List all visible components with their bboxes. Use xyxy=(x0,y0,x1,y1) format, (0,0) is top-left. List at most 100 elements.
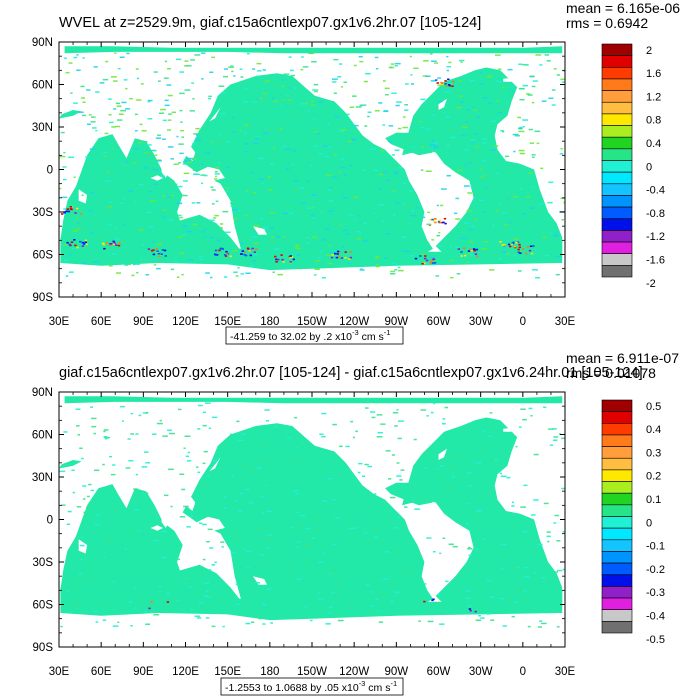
field-cell xyxy=(426,262,432,264)
field-cell xyxy=(240,76,244,78)
extreme-cell xyxy=(425,259,429,262)
field-cell xyxy=(96,514,101,516)
field-cell xyxy=(312,145,319,147)
extreme-cell xyxy=(441,83,444,85)
field-cell xyxy=(263,99,267,102)
field-cell xyxy=(119,571,125,573)
field-cell xyxy=(240,540,245,543)
field-cell xyxy=(513,601,519,603)
extreme-cell xyxy=(429,262,432,264)
field-cell xyxy=(449,259,454,262)
field-cell xyxy=(133,263,136,266)
field-cell xyxy=(63,431,68,433)
field-cell xyxy=(373,529,378,531)
field-cell xyxy=(392,262,397,264)
field-cell xyxy=(78,577,83,580)
field-cell xyxy=(283,73,290,75)
field-cell xyxy=(72,578,76,581)
field-cell xyxy=(242,548,246,550)
field-cell xyxy=(401,202,405,205)
field-cell xyxy=(283,236,286,238)
field-cell xyxy=(304,102,308,105)
field-cell xyxy=(361,475,365,477)
field-cell xyxy=(482,538,487,540)
field-cell xyxy=(433,145,439,148)
field-cell xyxy=(424,467,428,469)
field-cell xyxy=(487,435,493,438)
field-cell xyxy=(423,583,427,585)
field-cell xyxy=(235,583,239,586)
field-cell xyxy=(471,142,474,144)
field-cell xyxy=(267,188,273,191)
field-cell xyxy=(82,114,86,117)
field-cell xyxy=(158,585,162,588)
extreme-cell xyxy=(519,252,522,254)
field-cell xyxy=(81,244,86,246)
field-cell xyxy=(203,582,210,584)
ocean-region xyxy=(60,484,242,611)
field-cell xyxy=(394,149,400,151)
field-cell xyxy=(501,86,505,89)
field-cell xyxy=(512,566,518,568)
extreme-cell xyxy=(530,252,534,255)
field-cell xyxy=(482,159,487,162)
field-cell xyxy=(308,537,312,539)
field-cell xyxy=(178,143,184,145)
field-cell xyxy=(170,268,175,271)
field-cell xyxy=(210,276,213,279)
field-cell xyxy=(355,106,362,108)
field-cell xyxy=(317,598,323,600)
field-cell xyxy=(353,64,357,67)
field-cell xyxy=(470,79,475,82)
field-cell xyxy=(192,169,198,171)
field-cell xyxy=(343,81,347,83)
field-cell xyxy=(326,189,332,192)
y-tick-label: 30S xyxy=(33,207,54,219)
field-cell xyxy=(557,569,563,572)
field-cell xyxy=(460,101,464,104)
field-cell xyxy=(68,232,71,234)
field-cell xyxy=(276,236,281,238)
extreme-cell xyxy=(337,251,341,254)
field-cell xyxy=(186,65,192,67)
field-cell xyxy=(108,201,113,204)
field-cell xyxy=(98,238,104,240)
field-cell xyxy=(396,409,399,411)
x-tick-label: 90W xyxy=(385,666,409,678)
colorbar-cell xyxy=(601,230,633,243)
field-cell xyxy=(339,130,344,132)
field-cell xyxy=(103,155,108,158)
field-cell xyxy=(253,225,260,227)
field-cell xyxy=(437,77,442,79)
extreme-cell xyxy=(65,210,69,213)
field-cell xyxy=(236,420,240,423)
field-cell xyxy=(202,523,207,526)
field-cell xyxy=(508,447,511,450)
field-cell xyxy=(179,473,185,475)
field-cell xyxy=(327,477,332,480)
field-cell xyxy=(530,415,533,417)
field-cell xyxy=(305,236,309,238)
field-cell xyxy=(235,573,238,576)
field-cell xyxy=(180,129,184,132)
extreme-cell xyxy=(66,208,69,210)
field-cell xyxy=(184,65,188,67)
field-cell xyxy=(248,502,254,504)
field-cell xyxy=(75,408,81,410)
field-cell xyxy=(529,75,534,78)
field-cell xyxy=(327,523,332,525)
extreme-cell xyxy=(249,254,252,257)
colorbar-cell xyxy=(601,597,633,610)
extreme-cell xyxy=(457,248,460,250)
field-cell xyxy=(364,125,368,127)
colorbar-cell xyxy=(601,265,633,278)
field-cell xyxy=(367,465,372,468)
field-cell xyxy=(398,223,404,225)
field-cell xyxy=(365,584,371,586)
field-cell xyxy=(495,210,500,212)
field-cell xyxy=(91,116,96,118)
extreme-cell xyxy=(244,254,248,257)
colorbar-cell xyxy=(601,148,633,161)
field-cell xyxy=(115,125,121,128)
extreme-cell xyxy=(69,208,73,210)
